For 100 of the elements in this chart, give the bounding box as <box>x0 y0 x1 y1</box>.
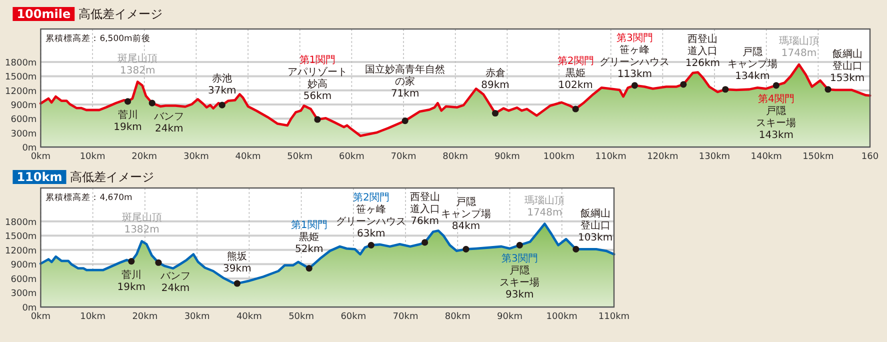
x-tick-label: 90km <box>494 152 520 162</box>
x-tick-label: 50km <box>288 312 314 322</box>
annotation: 第3関門 <box>501 252 538 265</box>
point <box>218 102 226 108</box>
annotation: 西登山道入口 76km <box>410 191 440 228</box>
x-tick-label: 40km <box>235 152 261 162</box>
annotation: 黒姫 102km <box>558 68 593 91</box>
x-tick-label: 160 <box>861 152 879 162</box>
point <box>516 242 523 248</box>
annotation: 菅川 19km <box>117 268 146 293</box>
annotation: 第2関門 <box>557 54 594 67</box>
point <box>422 239 428 246</box>
x-tick-label: 90km <box>497 312 522 322</box>
x-tick-label: 60km <box>338 152 364 162</box>
point <box>824 86 832 93</box>
x-tick-label: 50km <box>287 152 313 162</box>
annotation: 西登山道入口 126km <box>685 32 720 69</box>
annotation: 第2関門 <box>352 192 390 204</box>
y-tick-label: 0m <box>22 144 37 154</box>
y-tick-label: 900m <box>10 260 37 271</box>
annotation: 笹ヶ峰グリーンハウス 63km <box>336 204 406 240</box>
x-tick-label: 140km <box>750 152 782 162</box>
x-tick-label: 100km <box>543 152 575 162</box>
y-tick-label: 1800m <box>5 218 37 228</box>
annotation: 赤倉 89km <box>481 66 510 91</box>
annotation: 飯綱山登山口 103km <box>578 208 613 244</box>
x-tick-label: 100km <box>546 312 578 322</box>
annotation: 国立妙高青年自然の家 71km <box>365 64 446 100</box>
annotation: 赤池 37km <box>208 72 236 97</box>
annotation: 累積標高差：4,670m <box>46 192 132 203</box>
annotation: 戸隠キャンプ場 84km <box>440 196 491 232</box>
annotation: 黒姫 52km <box>294 232 324 256</box>
annotation: 熊坂 39km <box>223 250 252 274</box>
x-tick-label: 0km <box>30 152 51 162</box>
x-tick-label: 110km <box>595 152 626 162</box>
x-tick-label: 10km <box>80 152 106 162</box>
point <box>368 242 374 248</box>
annotation: 笹ヶ峰グリーンハウス 113km <box>600 44 670 80</box>
point <box>572 246 580 253</box>
annotation: 斑尾山頂 1382m <box>118 52 158 76</box>
x-tick-label: 20km <box>132 312 158 322</box>
y-tick-label: 300m <box>10 129 37 140</box>
point <box>128 258 135 265</box>
point <box>492 110 499 117</box>
point <box>314 116 321 123</box>
y-tick-label: 600m <box>10 115 37 126</box>
y-tick-label: 1500m <box>5 72 37 83</box>
annotation: バンフ 24km <box>153 112 184 135</box>
y-tick-label: 900m <box>10 101 37 112</box>
annotation: 瑪瑙山頂 1748m <box>524 194 565 218</box>
x-tick-label: 80km <box>444 312 470 322</box>
point <box>148 100 156 106</box>
point <box>124 98 132 105</box>
annotation: 斑尾山頂 1382m <box>122 212 162 236</box>
x-tick-label: 110km <box>598 312 630 322</box>
y-tick-label: 1200m <box>5 86 37 97</box>
annotation: 第3関門 <box>616 32 653 44</box>
y-tick-label: 0m <box>22 304 37 314</box>
point <box>306 265 312 272</box>
x-tick-label: 0km <box>30 312 51 322</box>
point <box>402 118 408 124</box>
annotation: 戸隠スキー場 143km <box>756 104 796 141</box>
point <box>155 259 162 266</box>
annotation: 戸隠キャンプ場 134km <box>727 46 778 82</box>
annotation: 第1関門 <box>299 54 336 66</box>
point <box>680 81 687 88</box>
point <box>722 86 729 93</box>
x-tick-label: 40km <box>236 312 262 322</box>
x-tick-label: 30km <box>184 312 210 322</box>
point <box>234 280 240 287</box>
annotation: 瑪瑙山頂 1748m <box>778 34 819 59</box>
point <box>572 106 579 112</box>
point <box>772 82 780 89</box>
annotation: 累積標高差：6,500m前後 <box>46 33 150 44</box>
x-tick-label: 10km <box>80 312 106 322</box>
annotation: アパリゾート妙高 56km <box>287 66 348 102</box>
y-tick-label: 1200m <box>5 246 37 256</box>
x-tick-label: 20km <box>132 152 158 162</box>
x-tick-label: 30km <box>183 152 209 162</box>
y-tick-label: 1500m <box>5 232 37 242</box>
annotation: 戸隠スキー場 93km <box>500 264 540 301</box>
annotation: 第4関門 <box>758 92 794 105</box>
point <box>462 246 470 253</box>
x-tick-label: 150km <box>802 152 834 162</box>
chart-title: 110km 高低差イメージ <box>16 170 154 184</box>
x-tick-label: 80km <box>442 152 468 162</box>
x-tick-label: 70km <box>392 312 418 322</box>
x-tick-label: 70km <box>390 152 416 162</box>
y-tick-label: 600m <box>10 274 37 285</box>
chart-title: 100mile 高低差イメージ <box>16 7 163 21</box>
x-tick-label: 60km <box>340 312 366 322</box>
annotation: バンフ 24km <box>159 271 190 294</box>
annotation: 飯綱山登山口 153km <box>830 48 865 84</box>
annotation: 第1関門 <box>290 219 328 232</box>
annotation: 菅川 19km <box>114 108 142 133</box>
x-tick-label: 130km <box>698 152 730 162</box>
point <box>631 82 638 89</box>
y-tick-label: 300m <box>10 289 37 300</box>
y-tick-label: 1800m <box>5 58 37 69</box>
x-tick-label: 120km <box>647 152 678 162</box>
